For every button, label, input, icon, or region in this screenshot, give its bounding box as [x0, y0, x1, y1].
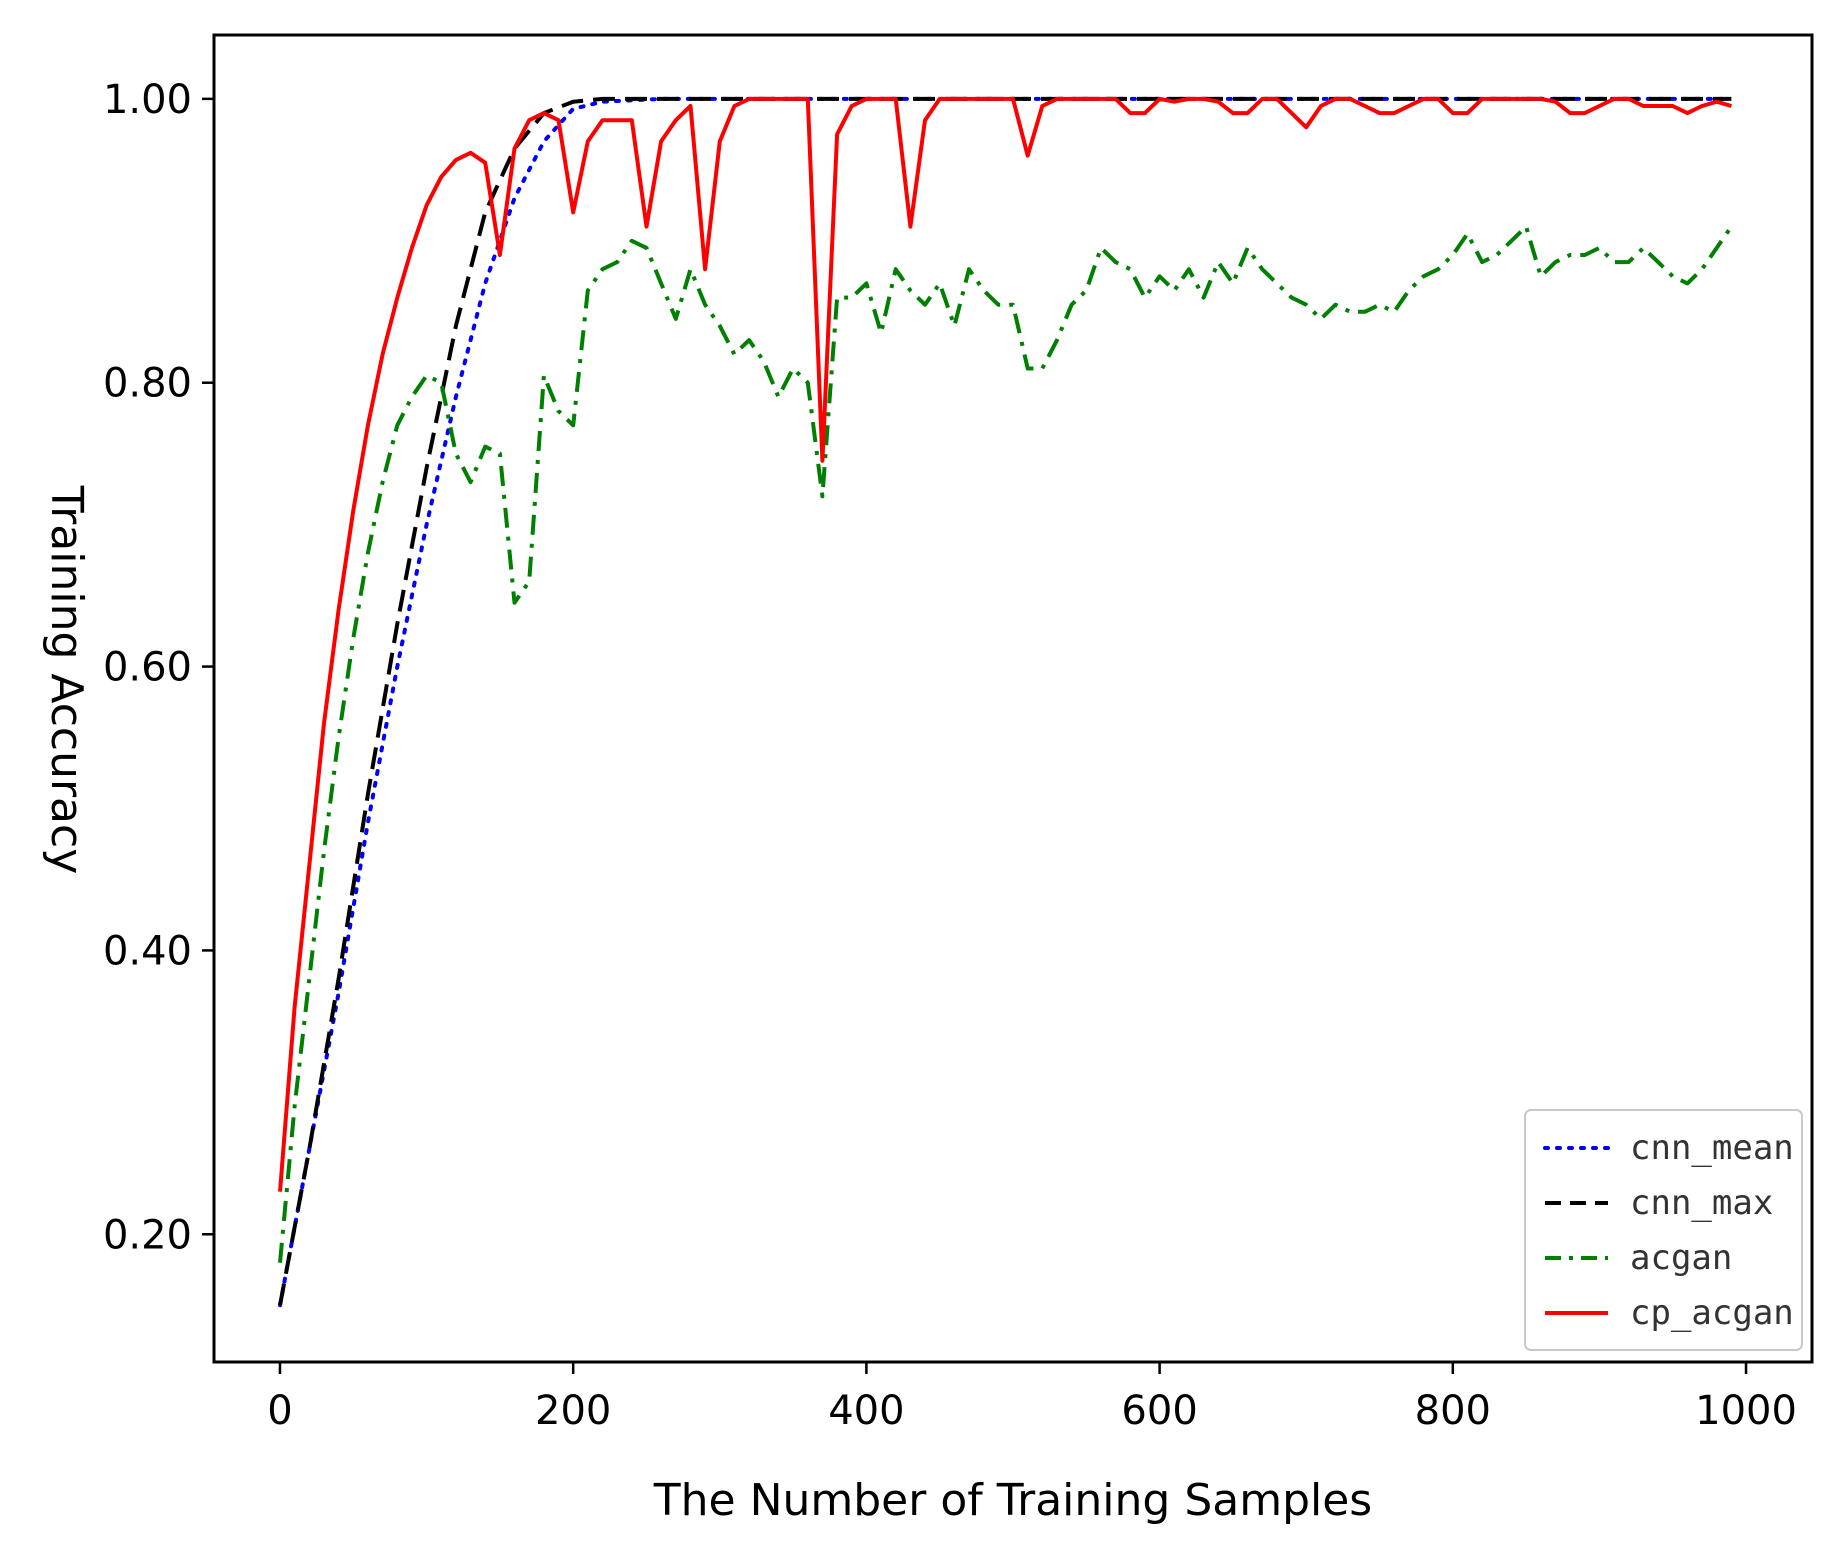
legend-label-acgan: acgan	[1630, 1238, 1732, 1278]
legend-label-cp-acgan: cp_acgan	[1630, 1293, 1794, 1333]
x-tick-label: 1000	[1695, 1388, 1797, 1434]
y-tick-label: 1.00	[103, 77, 192, 123]
y-tick-label: 0.60	[103, 645, 192, 691]
series-line-cnn-mean	[278, 96, 1734, 1308]
x-tick-label: 600	[1121, 1388, 1197, 1434]
series-layer	[278, 96, 1734, 1308]
y-axis: 0.20 0.40 0.60 0.80 1.00	[103, 77, 214, 1258]
x-tick-label: 400	[828, 1388, 904, 1434]
legend-label-cnn-mean: cnn_mean	[1630, 1128, 1794, 1168]
legend-box	[1524, 1109, 1803, 1351]
plot-frame	[212, 33, 1814, 1364]
y-tick-label: 0.40	[103, 928, 192, 974]
y-axis-label: Training Accuracy	[41, 485, 92, 874]
y-tick-label: 0.20	[103, 1212, 192, 1258]
series-line-cnn-max	[278, 96, 1732, 1306]
legend-label-cnn-max: cnn_max	[1630, 1183, 1773, 1223]
x-axis: 0 200 400 600 800 1000	[267, 1362, 1797, 1434]
x-tick-label: 200	[535, 1388, 611, 1434]
y-tick-label: 0.80	[103, 361, 192, 407]
series-line-cp-acgan	[278, 96, 1732, 1192]
x-tick-label: 800	[1415, 1388, 1491, 1434]
x-axis-label: The Number of Training Samples	[653, 1475, 1372, 1526]
x-tick-label: 0	[267, 1388, 292, 1434]
